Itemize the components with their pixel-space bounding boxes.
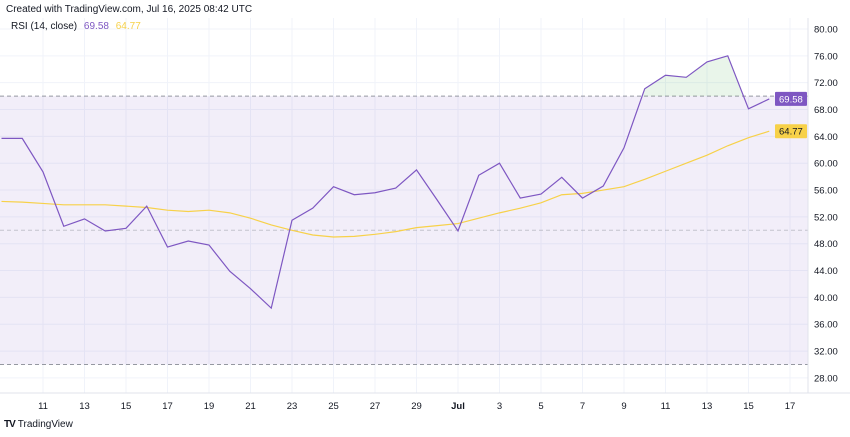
x-tick-label: 23 [287,401,298,412]
indicator-legend[interactable]: RSI (14, close) 69.58 64.77 [11,21,141,32]
y-tick-label: 52.00 [814,212,838,223]
x-tick-label: 11 [661,401,671,412]
x-axis: 11 13 15 17 19 21 23 25 27 29 Jul 3 5 7 9 11 13 15 17 [0,392,850,412]
y-tick-label: 36.00 [814,320,838,331]
tradingview-logo[interactable]: TV TradingView [4,419,73,430]
ma-line [1,130,770,238]
rsi-last-value-label: 69.58 [779,94,803,105]
tradingview-logo-icon: TV [4,419,16,430]
x-tick-label: Jul [451,401,465,412]
x-tick-label: 17 [785,401,796,412]
ma-value: 64.77 [115,21,141,32]
y-tick-label: 64.00 [814,132,838,143]
overbought-fill [1,55,770,97]
y-tick-label: 48.00 [814,239,838,250]
y-tick-label: 68.00 [814,105,838,116]
ma-last-value-label-bg [775,124,807,139]
x-tick-label: 25 [328,401,339,412]
x-tick-label: 17 [162,401,173,412]
x-tick-label: 9 [621,401,626,412]
x-tick-label: 21 [245,401,256,412]
created-caption: Created with TradingView.com, Jul 16, 20… [6,4,253,15]
y-tick-label: 28.00 [814,373,838,384]
x-tick-label: 19 [204,401,215,412]
y-tick-label: 80.00 [814,25,838,36]
rsi-line [1,55,770,310]
y-tick-label: 44.00 [814,266,838,277]
rsi-bands [0,55,808,365]
x-tick-label: 5 [538,401,543,412]
x-tick-label: 3 [497,401,502,412]
y-axis: 80.00 76.00 72.00 68.00 64.00 60.00 56.00 52.00… [807,18,838,393]
x-tick-label: 15 [743,401,754,412]
y-tick-label: 32.00 [814,347,838,358]
rsi-value: 69.58 [83,21,109,32]
series-lines [1,55,770,310]
indicator-label: RSI (14, close) [11,21,78,32]
y-tick-label: 56.00 [814,186,838,197]
y-tick-label: 40.00 [814,293,838,304]
x-tick-label: 27 [370,401,381,412]
x-tick-label: 13 [79,401,90,412]
x-tick-label: 15 [121,401,132,412]
ma-last-value-label: 64.77 [779,127,803,138]
x-tick-label: 11 [38,401,48,412]
grid [0,18,808,393]
y-tick-label: 60.00 [814,159,838,170]
rsi-last-value-label-bg [775,91,807,106]
y-tick-label: 76.00 [814,51,838,62]
last-value-tags: 69.58 64.77 [775,91,807,139]
x-tick-label: 7 [580,401,585,412]
y-tick-label: 72.00 [814,78,838,89]
x-tick-label: 29 [411,401,422,412]
x-tick-label: 13 [702,401,713,412]
brand-name: TradingView [17,419,73,430]
